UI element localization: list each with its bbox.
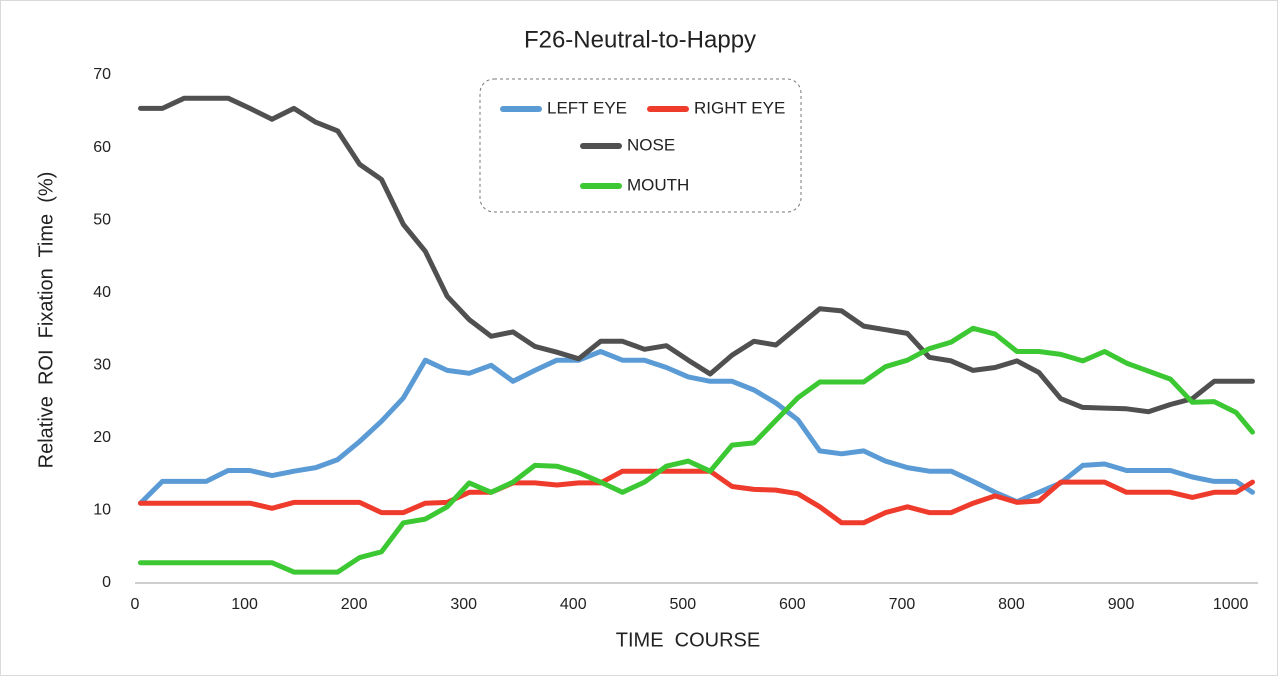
x-tick-label: 0 xyxy=(131,596,140,613)
y-tick-label: 20 xyxy=(93,429,111,446)
x-tick-label: 500 xyxy=(669,596,696,613)
x-tick-label: 300 xyxy=(450,596,477,613)
y-tick-label: 10 xyxy=(93,502,111,519)
y-tick-label: 0 xyxy=(102,574,111,591)
y-tick-label: 70 xyxy=(93,66,111,83)
y-axis-label: Relative ROI Fixation Time (%) xyxy=(35,172,57,469)
legend-label: MOUTH xyxy=(627,175,689,194)
x-tick-label: 200 xyxy=(341,596,368,613)
legend-box xyxy=(479,78,802,213)
series-line xyxy=(138,325,1255,575)
x-axis-label: TIME COURSE xyxy=(616,629,760,651)
y-tick-label: 40 xyxy=(93,284,111,301)
x-tick-label: 900 xyxy=(1108,596,1135,613)
chart-title: F26-Neutral-to-Happy xyxy=(524,26,756,53)
x-tick-label: 700 xyxy=(889,596,916,613)
series-line xyxy=(138,95,1255,415)
y-tick-label: 30 xyxy=(93,357,111,374)
y-tick-label: 50 xyxy=(93,211,111,228)
y-tick-label: 60 xyxy=(93,139,111,156)
x-tick-label: 1000 xyxy=(1213,596,1249,613)
x-tick-label: 600 xyxy=(779,596,806,613)
series-line xyxy=(138,349,1255,506)
legend-label: NOSE xyxy=(627,135,675,154)
x-tick-label: 800 xyxy=(998,596,1025,613)
x-tick-label: 100 xyxy=(231,596,258,613)
x-tick-label: 400 xyxy=(560,596,587,613)
legend-label: LEFT EYE xyxy=(547,98,627,117)
legend-label: RIGHT EYE xyxy=(694,98,785,117)
series-line xyxy=(138,468,1255,526)
